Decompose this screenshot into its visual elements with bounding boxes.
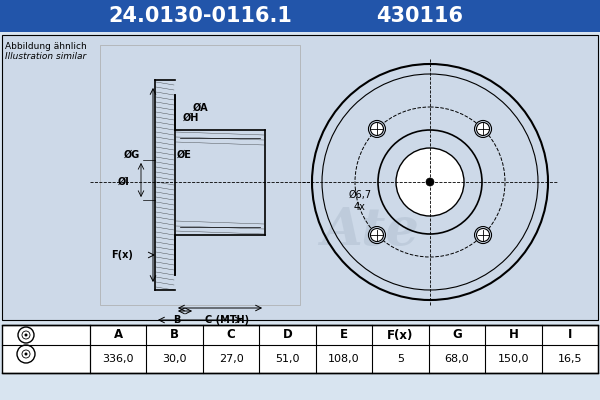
Text: B: B bbox=[173, 315, 181, 325]
Text: 150,0: 150,0 bbox=[497, 354, 529, 364]
Text: 68,0: 68,0 bbox=[445, 354, 469, 364]
Text: ØH: ØH bbox=[183, 113, 199, 123]
Text: ØA: ØA bbox=[193, 103, 209, 113]
Text: 336,0: 336,0 bbox=[103, 354, 134, 364]
Circle shape bbox=[25, 334, 28, 336]
Circle shape bbox=[370, 228, 383, 242]
Text: 30,0: 30,0 bbox=[163, 354, 187, 364]
Circle shape bbox=[476, 122, 490, 136]
FancyBboxPatch shape bbox=[100, 45, 300, 305]
Circle shape bbox=[396, 148, 464, 216]
Text: F(x): F(x) bbox=[111, 250, 133, 260]
Text: I: I bbox=[568, 328, 572, 342]
Text: G: G bbox=[452, 328, 462, 342]
Text: 51,0: 51,0 bbox=[275, 354, 300, 364]
Text: ØG: ØG bbox=[124, 150, 140, 160]
Text: Ate: Ate bbox=[321, 204, 419, 256]
Text: Ø6,7
4x: Ø6,7 4x bbox=[349, 190, 371, 212]
Text: H: H bbox=[508, 328, 518, 342]
Text: D: D bbox=[156, 325, 164, 335]
Text: C: C bbox=[227, 328, 235, 342]
FancyBboxPatch shape bbox=[0, 0, 600, 32]
Text: 27,0: 27,0 bbox=[219, 354, 244, 364]
Circle shape bbox=[475, 120, 491, 138]
Text: Abbildung ähnlich: Abbildung ähnlich bbox=[5, 42, 87, 51]
Text: ®: ® bbox=[374, 235, 386, 245]
Circle shape bbox=[475, 226, 491, 244]
Text: 24.0130-0116.1: 24.0130-0116.1 bbox=[108, 6, 292, 26]
Text: C (MTH): C (MTH) bbox=[205, 315, 249, 325]
Text: F(x): F(x) bbox=[387, 328, 413, 342]
Circle shape bbox=[25, 352, 28, 356]
Text: 5: 5 bbox=[397, 354, 404, 364]
Circle shape bbox=[476, 228, 490, 242]
FancyBboxPatch shape bbox=[2, 35, 598, 320]
Text: ØI: ØI bbox=[118, 177, 130, 187]
Circle shape bbox=[368, 226, 385, 244]
Text: 430116: 430116 bbox=[377, 6, 464, 26]
Text: B: B bbox=[170, 328, 179, 342]
Text: Illustration similar: Illustration similar bbox=[5, 52, 86, 61]
Text: A: A bbox=[113, 328, 123, 342]
Text: D: D bbox=[283, 328, 292, 342]
FancyBboxPatch shape bbox=[2, 325, 598, 373]
Text: 16,5: 16,5 bbox=[557, 354, 582, 364]
Circle shape bbox=[370, 122, 383, 136]
Text: 108,0: 108,0 bbox=[328, 354, 360, 364]
Text: ØE: ØE bbox=[177, 150, 192, 160]
Circle shape bbox=[426, 178, 434, 186]
Circle shape bbox=[368, 120, 385, 138]
Text: E: E bbox=[340, 328, 348, 342]
